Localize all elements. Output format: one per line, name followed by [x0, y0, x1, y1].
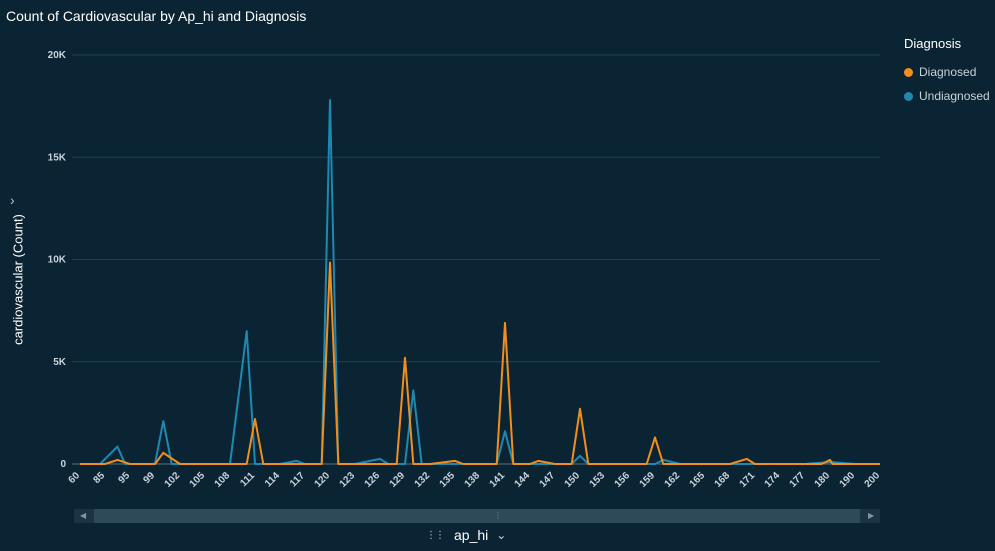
x-tick-label: 132	[413, 470, 433, 490]
x-tick-label: 108	[213, 470, 233, 490]
y-tick-label: 20K	[48, 50, 67, 61]
legend-title: Diagnosis	[904, 36, 962, 51]
x-tick-label: 99	[141, 470, 157, 486]
y-tick-label: 15K	[48, 152, 67, 163]
x-tick-label: 174	[763, 470, 783, 490]
sort-icon[interactable]: ⋮⋮	[426, 529, 445, 541]
x-tick-label: 123	[338, 470, 358, 490]
x-tick-label: 153	[588, 470, 608, 490]
legend-label-undiagnosed: Undiagnosed	[919, 89, 990, 103]
y-tick-label: 5K	[53, 357, 67, 368]
scroll-thumb[interactable]: ⋮	[94, 509, 860, 523]
x-tick-label: 150	[563, 470, 583, 490]
legend-label-diagnosed: Diagnosed	[919, 65, 977, 79]
x-tick-label: 200	[863, 470, 883, 490]
x-tick-label: 171	[738, 470, 758, 490]
x-tick-label: 126	[363, 470, 383, 490]
x-tick-label: 168	[713, 470, 733, 490]
y-tick-label: 10K	[48, 255, 67, 266]
legend: Diagnosis Diagnosed Undiagnosed	[904, 36, 995, 113]
x-tick-label: 129	[388, 470, 408, 490]
y-tick-label: 0	[60, 459, 66, 470]
x-tick-label: 105	[188, 470, 208, 490]
x-axis-title: ap_hi	[454, 527, 489, 543]
series-lines	[80, 99, 880, 465]
chevron-right-icon[interactable]: ›	[10, 192, 15, 208]
x-tick-label: 114	[263, 470, 282, 489]
x-axis-title-area[interactable]: ⋮⋮ ap_hi ⌄	[426, 527, 506, 543]
x-tick-label: 190	[838, 470, 858, 490]
x-tick-label: 177	[788, 470, 808, 490]
x-tick-label: 180	[813, 470, 833, 490]
x-tick-label: 60	[66, 470, 82, 486]
scroll-left-handle[interactable]: ◀	[80, 511, 87, 520]
legend-dot-undiagnosed	[904, 91, 913, 101]
legend-item-undiagnosed[interactable]: Undiagnosed	[904, 89, 995, 103]
x-tick-label: 95	[116, 470, 132, 486]
x-tick-label: 111	[238, 470, 257, 489]
x-tick-label: 135	[438, 470, 458, 490]
x-tick-label: 162	[663, 470, 683, 490]
scroll-right-handle[interactable]: ▶	[868, 511, 875, 520]
x-tick-label: 156	[613, 470, 633, 490]
x-tick-labels: 60 85 95 99 102 105 108 111 114 117 120 123 126 129 13…	[66, 470, 882, 490]
y-axis-title-area[interactable]: › cardiovascular (Count)	[4, 192, 26, 360]
x-tick-label: 159	[638, 470, 658, 490]
chart-title: Count of Cardiovascular by Ap_hi and Dia…	[6, 8, 307, 24]
gridlines	[72, 54, 880, 465]
x-tick-label: 85	[91, 470, 107, 486]
x-tick-label: 147	[538, 470, 558, 490]
chevron-down-icon[interactable]: ⌄	[496, 528, 507, 542]
x-tick-label: 165	[688, 470, 708, 490]
x-tick-label: 120	[313, 470, 333, 490]
legend-item-diagnosed[interactable]: Diagnosed	[904, 65, 995, 79]
x-tick-label: 141	[488, 470, 508, 490]
x-tick-label: 102	[163, 470, 183, 490]
legend-dot-diagnosed	[904, 67, 913, 77]
x-tick-label: 117	[288, 470, 307, 489]
series-line-undiagnosed[interactable]	[80, 99, 880, 465]
scroll-grip-icon: ⋮	[494, 511, 502, 520]
x-axis-scrollbar[interactable]: ◀ ⋮ ▶	[74, 509, 880, 523]
series-line-diagnosed[interactable]	[80, 261, 880, 465]
x-tick-label: 138	[463, 470, 483, 490]
y-tick-labels: 0 5K 10K 15K 20K	[48, 50, 67, 470]
x-tick-label: 144	[513, 470, 533, 490]
